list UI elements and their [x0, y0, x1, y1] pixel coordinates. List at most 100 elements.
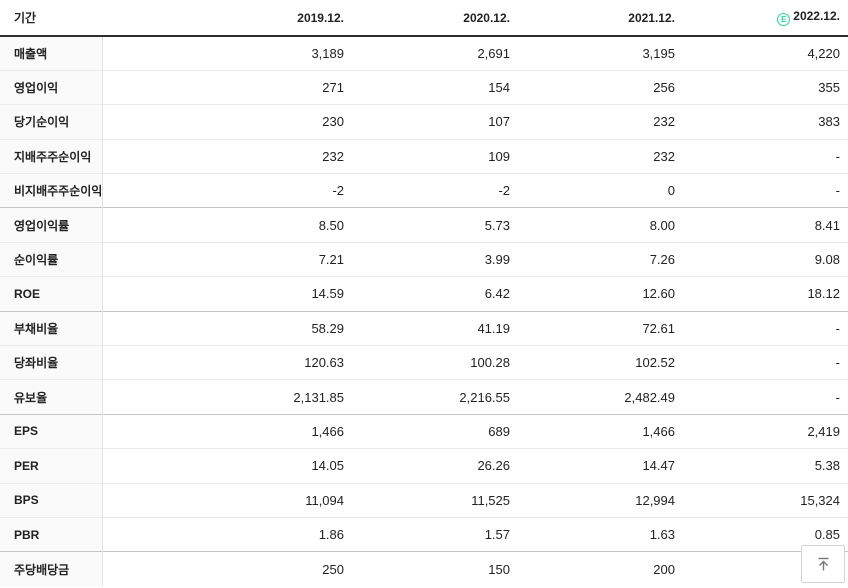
row-label: 당좌비율	[0, 345, 103, 380]
table-row: PER 14.05 26.26 14.47 5.38	[0, 448, 848, 484]
value-cell: 11,525	[352, 482, 518, 518]
table-row: 지배주주순이익 232 109 232 -	[0, 138, 848, 174]
value-cell: 100.28	[352, 345, 518, 380]
value-cell: 230	[102, 104, 352, 140]
value-cell: 1.86	[102, 516, 352, 552]
row-label: ROE	[0, 276, 103, 312]
column-header-2022-label: 2022.12.	[793, 9, 840, 23]
table-row: BPS 11,094 11,525 12,994 15,324	[0, 482, 848, 518]
value-cell: 8.00	[518, 207, 683, 243]
row-label: 순이익률	[0, 241, 103, 277]
value-cell: 109	[352, 138, 518, 174]
value-cell: 3.99	[352, 241, 518, 277]
value-cell: 8.41	[683, 207, 848, 243]
table-row: 비지배주주순이익 -2 -2 0 -	[0, 173, 848, 208]
row-label: 유보율	[0, 379, 103, 415]
table-row: 유보율 2,131.85 2,216.55 2,482.49 -	[0, 379, 848, 415]
value-cell: 26.26	[352, 448, 518, 484]
value-cell: 2,216.55	[352, 379, 518, 415]
row-label: PBR	[0, 516, 103, 552]
row-label: 영업이익	[0, 69, 103, 105]
row-label: 주당배당금	[0, 551, 103, 587]
table-row: 영업이익률 8.50 5.73 8.00 8.41	[0, 207, 848, 243]
row-label: 당기순이익	[0, 104, 103, 140]
value-cell: 2,691	[352, 35, 518, 71]
row-label: 비지배주주순이익	[0, 173, 103, 208]
table-row: PBR 1.86 1.57 1.63 0.85	[0, 516, 848, 552]
value-cell: 383	[683, 104, 848, 140]
value-cell: 12,994	[518, 482, 683, 518]
value-cell: 2,419	[683, 413, 848, 449]
row-label: 영업이익률	[0, 207, 103, 243]
value-cell: -	[683, 310, 848, 346]
value-cell: -	[683, 138, 848, 174]
row-label: PER	[0, 448, 103, 484]
table-row: 당좌비율 120.63 100.28 102.52 -	[0, 345, 848, 380]
value-cell: 150	[352, 551, 518, 587]
value-cell: 271	[102, 69, 352, 105]
value-cell: 102.52	[518, 345, 683, 380]
value-cell: 12.60	[518, 276, 683, 312]
value-cell: 3,189	[102, 35, 352, 71]
value-cell: 0	[518, 173, 683, 208]
row-label: EPS	[0, 413, 103, 449]
row-label: 매출액	[0, 35, 103, 71]
value-cell: 232	[102, 138, 352, 174]
row-label: 지배주주순이익	[0, 138, 103, 174]
value-cell: -	[683, 345, 848, 380]
table-row: 매출액 3,189 2,691 3,195 4,220	[0, 35, 848, 71]
value-cell: 6.42	[352, 276, 518, 312]
value-cell: 9.08	[683, 241, 848, 277]
value-cell: 154	[352, 69, 518, 105]
value-cell: 2,482.49	[518, 379, 683, 415]
value-cell: 14.59	[102, 276, 352, 312]
estimate-icon: E	[777, 13, 791, 26]
column-header-2020-12: 2020.12.	[352, 0, 518, 37]
value-cell: 7.26	[518, 241, 683, 277]
value-cell: 14.05	[102, 448, 352, 484]
column-header-2021-12: 2021.12.	[518, 0, 683, 37]
column-header-2019-12: 2019.12.	[102, 0, 352, 37]
value-cell: 120.63	[102, 345, 352, 380]
value-cell: 232	[518, 138, 683, 174]
value-cell: 2,131.85	[102, 379, 352, 415]
value-cell: 256	[518, 69, 683, 105]
value-cell: 1,466	[518, 413, 683, 449]
value-cell: 11,094	[102, 482, 352, 518]
table-row: 당기순이익 230 107 232 383	[0, 104, 848, 140]
value-cell: 58.29	[102, 310, 352, 346]
value-cell: 1.63	[518, 516, 683, 552]
table-header-row: 기간 2019.12. 2020.12. 2021.12. E 2022.12.	[0, 0, 848, 37]
value-cell: 1,466	[102, 413, 352, 449]
table-row: 영업이익 271 154 256 355	[0, 69, 848, 105]
value-cell: 18.12	[683, 276, 848, 312]
row-label: BPS	[0, 482, 103, 518]
value-cell: 689	[352, 413, 518, 449]
value-cell: 1.57	[352, 516, 518, 552]
value-cell: 14.47	[518, 448, 683, 484]
table-row: 부채비율 58.29 41.19 72.61 -	[0, 310, 848, 346]
row-label: 부채비율	[0, 310, 103, 346]
value-cell: 41.19	[352, 310, 518, 346]
table-row: 순이익률 7.21 3.99 7.26 9.08	[0, 241, 848, 277]
table-row: EPS 1,466 689 1,466 2,419	[0, 413, 848, 449]
column-header-2022-12-estimate: E 2022.12.	[683, 0, 848, 37]
value-cell: -2	[102, 173, 352, 208]
value-cell: 107	[352, 104, 518, 140]
value-cell: 5.73	[352, 207, 518, 243]
value-cell: -	[683, 379, 848, 415]
scroll-to-top-icon	[815, 556, 832, 573]
value-cell: 232	[518, 104, 683, 140]
value-cell: 200	[518, 551, 683, 587]
table-row: ROE 14.59 6.42 12.60 18.12	[0, 276, 848, 312]
value-cell: 15,324	[683, 482, 848, 518]
period-header: 기간	[0, 0, 102, 37]
value-cell: 7.21	[102, 241, 352, 277]
value-cell: 4,220	[683, 35, 848, 71]
table-row: 주당배당금 250 150 200 250	[0, 551, 848, 587]
value-cell: 3,195	[518, 35, 683, 71]
value-cell: 8.50	[102, 207, 352, 243]
scroll-to-top-button[interactable]	[801, 545, 845, 583]
value-cell: 5.38	[683, 448, 848, 484]
